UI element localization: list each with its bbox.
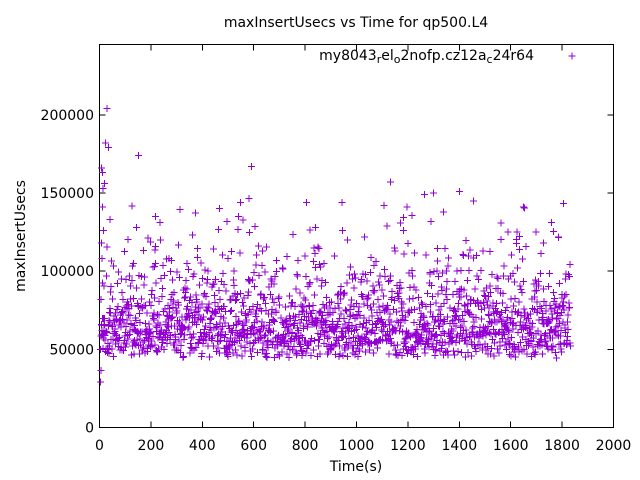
x-tick-label: 1800	[544, 438, 580, 454]
x-axis-label: Time(s)	[329, 459, 382, 475]
x-tick-label: 0	[95, 438, 104, 454]
y-tick-label: 0	[85, 421, 94, 437]
x-tick-label: 800	[292, 438, 319, 454]
y-axis-label: maxInsertUsecs	[13, 180, 29, 292]
y-tick-label: 50000	[49, 342, 94, 358]
x-tick-label: 1600	[493, 438, 529, 454]
axis-tick-labels: 0 200 400 600 800 1000 1200 1400 1600 1800 2000 0 50…	[41, 108, 632, 454]
x-tick-label: 1400	[441, 438, 477, 454]
plot-border	[99, 44, 614, 428]
y-tick-label: 150000	[41, 186, 94, 202]
x-tick-label: 2000	[596, 438, 632, 454]
x-tick-label: 1000	[339, 438, 375, 454]
x-tick-label: 1200	[390, 438, 426, 454]
data-points	[96, 105, 574, 386]
x-tick-label: 400	[189, 438, 216, 454]
legend: my8043relo2nofp.cz12ac24r64	[319, 48, 576, 66]
x-tick-label: 200	[138, 438, 165, 454]
point-marker-icon	[568, 52, 576, 60]
axis-ticks	[99, 44, 614, 428]
chart-title: maxInsertUsecs vs Time for qp500.L4	[224, 15, 488, 31]
legend-series-label: my8043relo2nofp.cz12ac24r64	[319, 48, 534, 66]
y-tick-label: 100000	[41, 264, 94, 280]
x-tick-label: 600	[240, 438, 267, 454]
y-tick-label: 200000	[41, 108, 94, 124]
